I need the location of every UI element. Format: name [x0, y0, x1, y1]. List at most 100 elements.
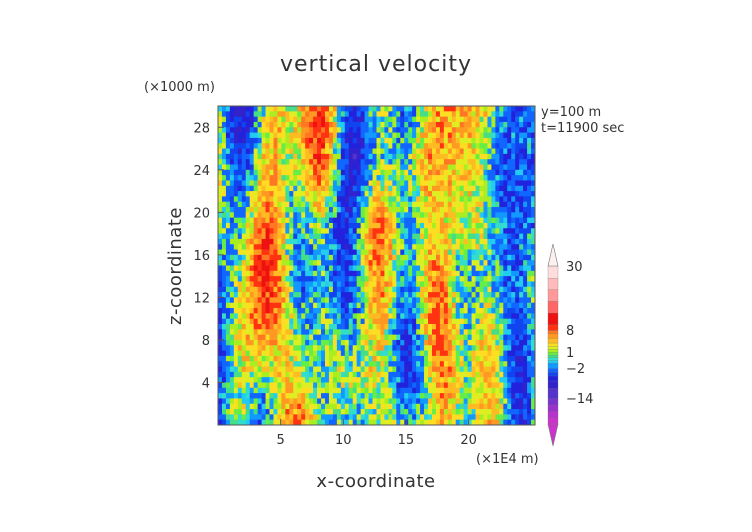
heatmap-cell [424, 196, 429, 203]
heatmap-cell [321, 387, 326, 394]
heatmap-cell [396, 222, 401, 229]
heatmap-cell [253, 196, 259, 203]
heatmap-cell [289, 281, 294, 288]
heatmap-cell [380, 201, 385, 208]
heatmap-cell [388, 377, 393, 383]
heatmap-cell [495, 345, 500, 351]
heatmap-cell [400, 292, 405, 298]
heatmap-cell [340, 297, 346, 304]
heatmap-cell [328, 371, 334, 378]
heatmap-cell [447, 308, 453, 314]
heatmap-cell [309, 414, 314, 421]
heatmap-cell [229, 377, 235, 383]
heatmap-cell [531, 387, 536, 394]
heatmap-cell [467, 313, 472, 320]
heatmap-cell [495, 366, 500, 373]
heatmap-cell [479, 270, 484, 277]
heatmap-cell [408, 212, 413, 219]
heatmap-cell [297, 318, 302, 325]
heatmap-cell [416, 350, 421, 357]
heatmap-cell [416, 270, 421, 277]
heatmap-cell [475, 143, 480, 149]
heatmap-cell [221, 297, 227, 304]
heatmap-cell [527, 212, 532, 219]
heatmap-cell [487, 339, 492, 346]
heatmap-cell [424, 185, 429, 192]
heatmap-cell [447, 159, 453, 165]
heatmap-cell [515, 265, 520, 272]
heatmap-cell [435, 297, 441, 304]
heatmap-cell [435, 276, 441, 282]
heatmap-cell [281, 265, 286, 272]
heatmap-cell [313, 233, 318, 240]
heatmap-cell [309, 185, 314, 192]
heatmap-cell [400, 169, 405, 176]
heatmap-cell [443, 398, 449, 405]
heatmap-cell [491, 116, 496, 123]
heatmap-cell [483, 180, 488, 187]
heatmap-cell [479, 164, 484, 171]
heatmap-cell [439, 377, 445, 383]
heatmap-cell [408, 169, 413, 176]
heatmap-cell [404, 355, 409, 362]
heatmap-cell [277, 345, 282, 351]
heatmap-cell [372, 132, 377, 139]
heatmap-cell [443, 366, 449, 373]
heatmap-cell [507, 217, 512, 224]
y-tick-label: 12 [193, 291, 210, 306]
heatmap-cell [455, 121, 461, 128]
heatmap-cell [531, 382, 536, 389]
heatmap-cell [309, 249, 314, 256]
heatmap-cell [523, 201, 528, 208]
heatmap-cell [511, 175, 516, 181]
heatmap-cell [531, 377, 536, 383]
heatmap-cell [459, 111, 465, 118]
heatmap-cell [313, 308, 318, 314]
heatmap-cell [324, 196, 330, 203]
heatmap-cell [352, 132, 358, 139]
heatmap-cell [527, 222, 532, 229]
heatmap-cell [428, 175, 433, 181]
heatmap-cell [499, 159, 504, 165]
heatmap-cell [253, 148, 259, 155]
heatmap-cell [245, 153, 251, 160]
heatmap-cell [443, 244, 449, 250]
heatmap-cell [317, 339, 322, 346]
heatmap-cell [364, 106, 369, 112]
heatmap-cell [420, 276, 425, 282]
heatmap-cell [404, 270, 409, 277]
heatmap-cell [237, 387, 243, 394]
heatmap-cell [396, 339, 401, 346]
heatmap-cell [384, 111, 389, 118]
heatmap-cell [404, 329, 409, 336]
heatmap-cell [218, 180, 223, 187]
heatmap-cell [515, 393, 520, 399]
heatmap-cell [324, 164, 330, 171]
heatmap-cell [523, 164, 528, 171]
heatmap-cell [475, 308, 480, 314]
heatmap-cell [229, 409, 235, 415]
heatmap-cell [321, 191, 326, 197]
heatmap-cell [328, 318, 334, 325]
heatmap-cell [424, 361, 429, 367]
heatmap-cell [400, 127, 405, 133]
heatmap-cell [340, 159, 346, 165]
heatmap-cell [511, 276, 516, 282]
heatmap-cell [324, 377, 330, 383]
heatmap-cell [463, 111, 469, 118]
heatmap-cell [321, 371, 326, 378]
heatmap-cell [439, 409, 445, 415]
heatmap-cell [281, 106, 286, 112]
heatmap-cell [491, 164, 496, 171]
heatmap-cell [237, 323, 243, 330]
heatmap-cell [499, 323, 504, 330]
heatmap-cell [364, 196, 369, 203]
heatmap-cell [218, 377, 223, 383]
heatmap-cell [237, 350, 243, 357]
heatmap-cell [364, 350, 369, 357]
heatmap-cell [503, 292, 508, 298]
heatmap-cell [483, 329, 488, 336]
heatmap-cell [352, 222, 358, 229]
heatmap-cell [515, 297, 520, 304]
heatmap-cell [249, 361, 255, 367]
